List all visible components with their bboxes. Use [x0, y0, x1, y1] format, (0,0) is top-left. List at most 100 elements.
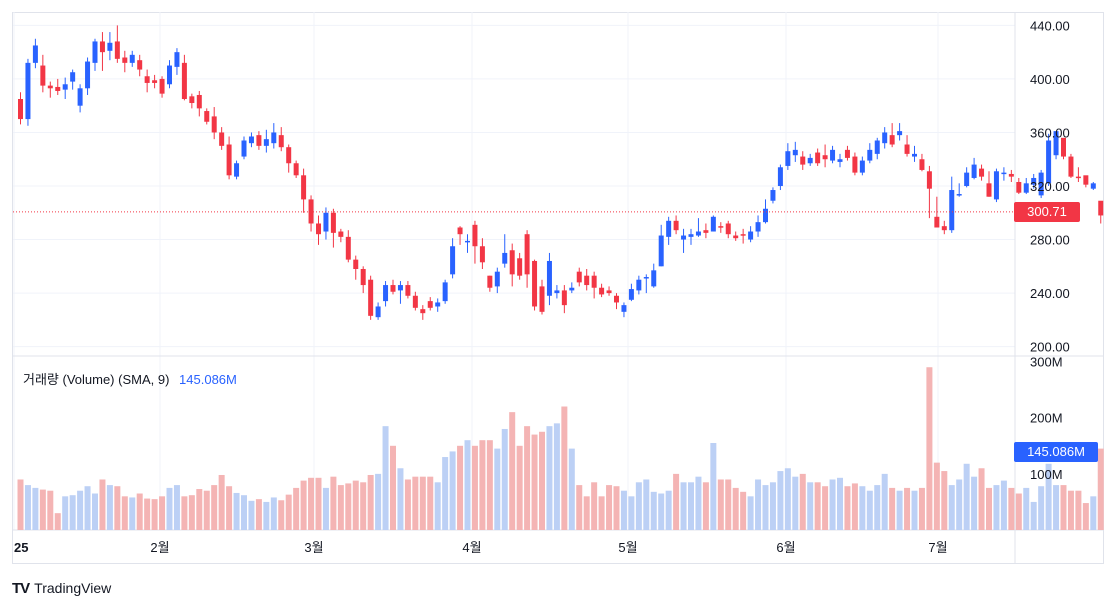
candle-body — [435, 302, 441, 307]
candle-body — [1053, 131, 1059, 156]
candle-body — [695, 231, 701, 236]
candle-body — [226, 144, 232, 176]
volume-bar — [889, 487, 896, 530]
volume-bar — [203, 490, 210, 530]
candle-body — [301, 175, 307, 200]
candle-body — [181, 62, 187, 100]
candle-body — [204, 111, 210, 122]
candle-body — [271, 132, 277, 144]
candle-body — [777, 167, 783, 187]
candle-body — [673, 220, 679, 231]
candle-body — [852, 156, 858, 173]
candle-body — [591, 275, 597, 288]
candle-body — [405, 285, 411, 296]
volume-bar — [792, 476, 799, 530]
volume-bar — [404, 479, 411, 530]
candle-body — [792, 149, 798, 156]
volume-bar — [665, 490, 672, 530]
volume-bar — [822, 486, 829, 530]
volume-bar — [1097, 448, 1104, 530]
volume-bar — [784, 468, 791, 530]
candle-body — [621, 305, 627, 312]
candle-body — [1061, 137, 1066, 157]
candle-body — [1090, 183, 1096, 189]
candle-body — [509, 250, 515, 275]
volume-bar — [710, 443, 717, 530]
volume-bar — [419, 476, 426, 530]
candle-body — [532, 260, 538, 307]
volume-bar — [293, 487, 300, 530]
candle-body — [494, 271, 500, 287]
volume-bar — [457, 445, 464, 530]
candle-body — [889, 135, 895, 145]
volume-bar — [606, 485, 613, 530]
candle-body — [353, 259, 359, 269]
candle-body — [539, 286, 545, 312]
candle-body — [47, 85, 53, 89]
volume-bar — [337, 485, 344, 530]
candle-body — [450, 246, 456, 275]
volume-bar — [1060, 485, 1067, 530]
candle-body — [643, 277, 649, 279]
volume-bar — [1067, 490, 1074, 530]
price-tick-label: 360.00 — [1030, 125, 1070, 140]
tradingview-logo-text: TradingView — [34, 580, 112, 596]
candle-body — [1001, 172, 1007, 175]
candle-body — [755, 222, 761, 232]
candle-body — [599, 287, 605, 295]
volume-bar — [278, 500, 285, 530]
volume-bar — [814, 482, 821, 530]
volume-bar — [218, 474, 225, 530]
volume-bar — [397, 468, 404, 530]
candle-body — [897, 131, 903, 136]
volume-bar — [121, 496, 128, 530]
volume-bar — [442, 457, 449, 530]
volume-bar — [539, 431, 545, 530]
volume-bar — [650, 491, 657, 530]
candle-body — [1068, 156, 1074, 177]
volume-bar — [330, 476, 337, 530]
candle-body — [986, 183, 992, 197]
volume-bar — [583, 496, 590, 530]
candle-body — [956, 194, 962, 196]
candle-body — [129, 54, 135, 63]
volume-bar — [114, 486, 121, 530]
price-tick-label: 240.00 — [1030, 286, 1070, 301]
volume-bar — [658, 493, 665, 530]
candle-body — [710, 216, 716, 232]
volume-bar — [799, 473, 806, 530]
tradingview-logo-icon: TV — [12, 579, 30, 597]
volume-bar — [680, 482, 687, 530]
volume-bar — [486, 440, 493, 530]
volume-bar — [978, 468, 985, 530]
volume-bar — [859, 486, 866, 530]
candle-body — [763, 208, 768, 223]
volume-bar — [84, 486, 91, 530]
volume-bar — [241, 495, 247, 530]
volume-bar — [285, 494, 292, 530]
candle-body — [688, 234, 694, 237]
candle-body — [718, 226, 724, 228]
volume-bar — [32, 487, 39, 530]
tradingview-logo[interactable]: TV TradingView — [12, 578, 111, 598]
volume-legend-title: 거래량 (Volume) (SMA, 9) — [23, 372, 170, 387]
candle-body — [949, 190, 955, 231]
volume-bar — [360, 482, 367, 530]
volume-bar — [993, 485, 1000, 530]
candle-body — [926, 171, 932, 189]
volume-bar — [807, 482, 814, 530]
volume-bar — [248, 500, 255, 530]
volume-bar — [255, 499, 262, 530]
candle-body — [554, 290, 560, 294]
candle-body — [785, 151, 791, 166]
candle-body — [993, 171, 999, 200]
candle-body — [18, 99, 23, 120]
candle-body — [614, 295, 619, 303]
volume-bar — [941, 471, 948, 530]
volume-bar — [516, 445, 523, 530]
volume-bar — [628, 496, 635, 530]
candle-body — [919, 159, 925, 170]
volume-bar — [1023, 487, 1030, 530]
time-tick-label: 2월 — [150, 540, 169, 555]
